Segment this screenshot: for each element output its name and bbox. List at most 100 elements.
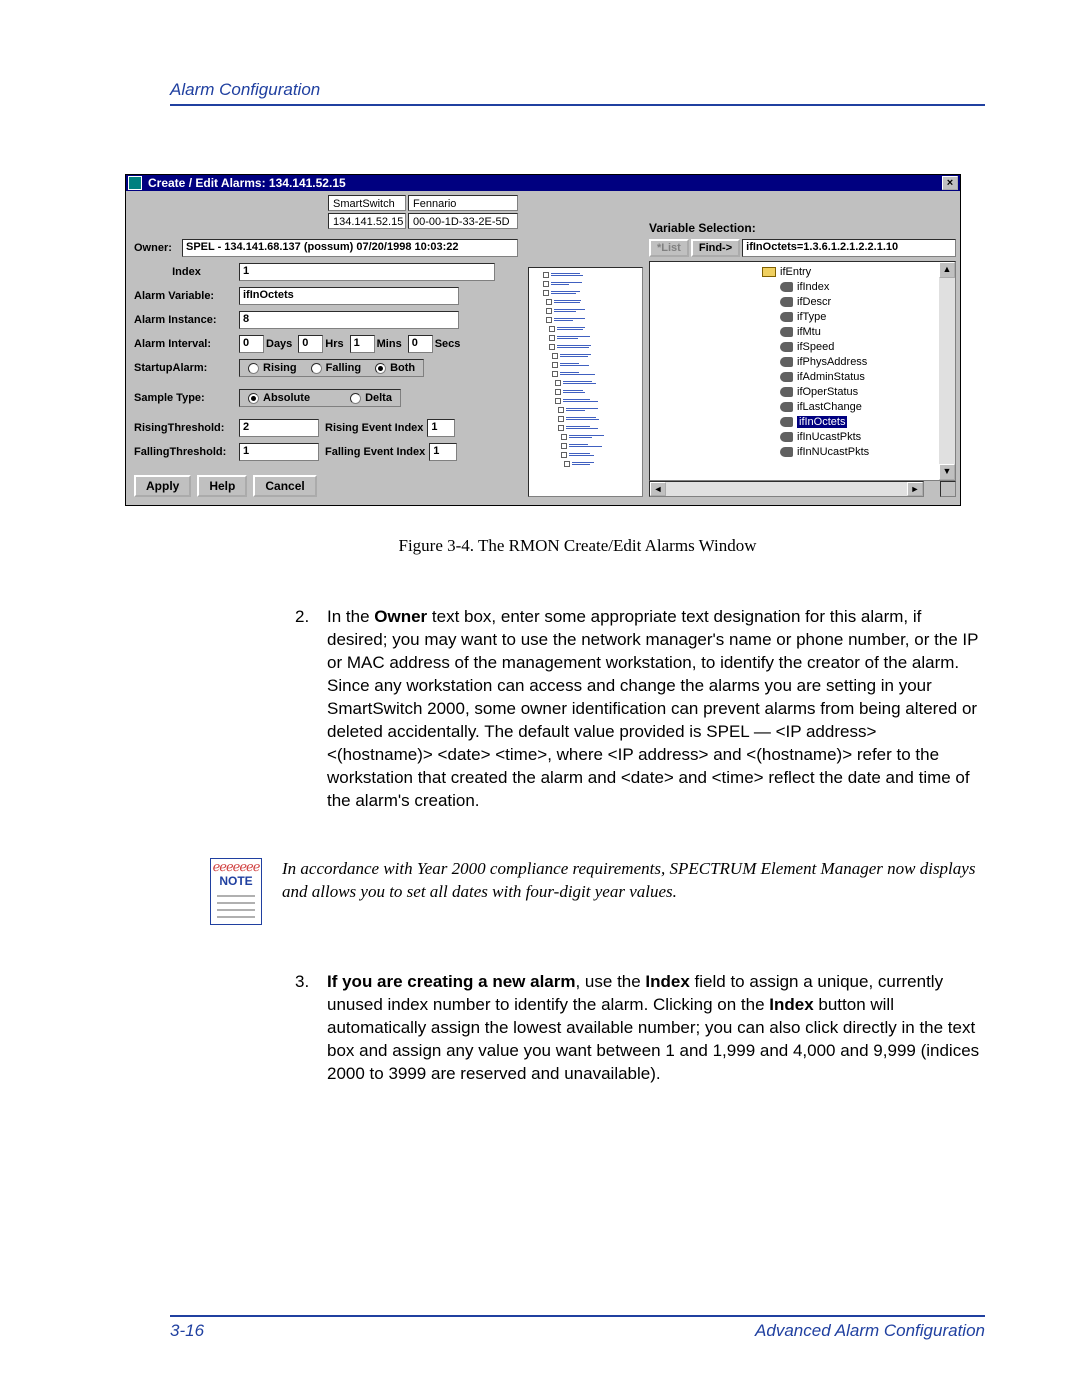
mins-unit: Mins <box>377 338 402 350</box>
footer-section: Advanced Alarm Configuration <box>755 1321 985 1341</box>
both-radio[interactable]: Both <box>375 362 415 374</box>
tree-root[interactable]: ifEntry <box>762 264 953 279</box>
left-pane: SmartSwitch Fennario 134.141.52.15 00-00… <box>126 191 526 505</box>
leaf-icon <box>780 372 793 382</box>
tree-item[interactable]: ifInUcastPkts <box>762 429 953 444</box>
device-type: SmartSwitch <box>328 195 406 211</box>
rising-event-label: Rising Event Index <box>325 422 423 434</box>
leaf-icon <box>780 402 793 412</box>
leaf-icon <box>780 447 793 457</box>
right-pane: Variable Selection: *List Find-> ifInOct… <box>645 191 960 505</box>
alarm-dialog: Create / Edit Alarms: 134.141.52.15 × Sm… <box>125 174 961 506</box>
step-2: 2. In the Owner text box, enter some app… <box>295 606 985 812</box>
tree-item[interactable]: ifLastChange <box>762 399 953 414</box>
find-button[interactable]: Find-> <box>691 239 740 257</box>
tree-item[interactable]: ifInOctets <box>762 414 953 429</box>
list-button[interactable]: *List <box>649 239 689 257</box>
alarm-instance-label: Alarm Instance: <box>134 314 239 326</box>
note-label: NOTE <box>211 872 261 890</box>
leaf-icon <box>780 357 793 367</box>
leaf-icon <box>780 432 793 442</box>
rising-thresh-label: RisingThreshold: <box>134 422 239 434</box>
hscroll[interactable]: ◄ ► <box>649 481 924 497</box>
secs-input[interactable]: 0 <box>408 335 433 353</box>
note-icon: ℯℯℯℯℯℯℯ NOTE <box>210 858 262 925</box>
falling-event-label: Falling Event Index <box>325 446 425 458</box>
mins-input[interactable]: 1 <box>350 335 375 353</box>
tree-item[interactable]: ifDescr <box>762 294 953 309</box>
footer: 3-16 Advanced Alarm Configuration <box>170 1315 985 1341</box>
hrs-input[interactable]: 0 <box>298 335 323 353</box>
alarm-variable-label: Alarm Variable: <box>134 290 239 302</box>
leaf-icon <box>780 297 793 307</box>
hrs-unit: Hrs <box>325 338 343 350</box>
owner-label: Owner: <box>134 242 182 254</box>
sample-radio-group: Absolute Delta <box>239 389 401 407</box>
leaf-icon <box>780 282 793 292</box>
vscroll[interactable]: ▲ ▼ <box>939 262 955 480</box>
alarm-variable-input[interactable]: ifInOctets <box>239 287 459 305</box>
rising-event-input[interactable]: 1 <box>427 419 455 437</box>
tree-item[interactable]: ifSpeed <box>762 339 953 354</box>
rising-thresh-input[interactable]: 2 <box>239 419 319 437</box>
close-icon[interactable]: × <box>942 176 958 190</box>
note-text: In accordance with Year 2000 compliance … <box>282 858 985 904</box>
startup-label: StartupAlarm: <box>134 362 239 374</box>
owner-input[interactable]: SPEL - 134.141.68.137 (possum) 07/20/199… <box>182 239 518 257</box>
middle-pane <box>528 267 643 497</box>
leaf-icon <box>780 312 793 322</box>
cancel-button[interactable]: Cancel <box>253 475 316 497</box>
leaf-icon <box>780 387 793 397</box>
device-mac: 00-00-1D-33-2E-5D <box>408 213 518 229</box>
delta-radio[interactable]: Delta <box>350 392 392 404</box>
step-3: 3. If you are creating a new alarm, use … <box>295 971 985 1086</box>
page-number: 3-16 <box>170 1321 204 1341</box>
note-block: ℯℯℯℯℯℯℯ NOTE In accordance with Year 200… <box>210 858 985 925</box>
falling-event-input[interactable]: 1 <box>429 443 457 461</box>
titlebar-text: Create / Edit Alarms: 134.141.52.15 <box>148 176 942 190</box>
figure-caption: Figure 3-4. The RMON Create/Edit Alarms … <box>170 536 985 556</box>
header-rule <box>170 104 985 106</box>
device-ip: 134.141.52.15 <box>328 213 406 229</box>
startup-radio-group: Rising Falling Both <box>239 359 424 377</box>
days-unit: Days <box>266 338 292 350</box>
sample-label: Sample Type: <box>134 392 239 404</box>
tree-item[interactable]: ifIndex <box>762 279 953 294</box>
alarm-instance-input[interactable]: 8 <box>239 311 459 329</box>
tree-item[interactable]: ifInNUcastPkts <box>762 444 953 459</box>
scroll-up-icon[interactable]: ▲ <box>939 262 955 278</box>
secs-unit: Secs <box>435 338 461 350</box>
index-label: Index <box>134 266 239 278</box>
variable-tree[interactable]: ifEntryifIndexifDescrifTypeifMtuifSpeedi… <box>649 261 956 481</box>
tree-item[interactable]: ifOperStatus <box>762 384 953 399</box>
leaf-icon <box>780 327 793 337</box>
falling-thresh-label: FallingThreshold: <box>134 446 239 458</box>
folder-icon <box>762 267 776 277</box>
step-3-number: 3. <box>295 971 313 1086</box>
find-input[interactable]: ifInOctets=1.3.6.1.2.1.2.2.1.10 <box>742 239 956 257</box>
leaf-icon <box>780 342 793 352</box>
alarm-interval-label: Alarm Interval: <box>134 338 239 350</box>
index-input[interactable]: 1 <box>239 263 495 281</box>
tree-item[interactable]: ifAdminStatus <box>762 369 953 384</box>
days-input[interactable]: 0 <box>239 335 264 353</box>
rising-radio[interactable]: Rising <box>248 362 297 374</box>
tree-item[interactable]: ifPhysAddress <box>762 354 953 369</box>
help-button[interactable]: Help <box>197 475 247 497</box>
titlebar: Create / Edit Alarms: 134.141.52.15 × <box>126 175 960 191</box>
page-header: Alarm Configuration <box>170 80 985 100</box>
apply-button[interactable]: Apply <box>134 475 191 497</box>
leaf-icon <box>780 417 793 427</box>
falling-radio[interactable]: Falling <box>311 362 361 374</box>
tree-item[interactable]: ifMtu <box>762 324 953 339</box>
tree-item[interactable]: ifType <box>762 309 953 324</box>
scroll-right-icon[interactable]: ► <box>907 482 923 496</box>
scroll-left-icon[interactable]: ◄ <box>650 482 666 496</box>
variable-selection-label: Variable Selection: <box>649 221 956 235</box>
absolute-radio[interactable]: Absolute <box>248 392 310 404</box>
device-name: Fennario <box>408 195 518 211</box>
step-3-text: If you are creating a new alarm, use the… <box>327 971 985 1086</box>
falling-thresh-input[interactable]: 1 <box>239 443 319 461</box>
app-icon <box>128 176 142 190</box>
scroll-down-icon[interactable]: ▼ <box>939 464 955 480</box>
